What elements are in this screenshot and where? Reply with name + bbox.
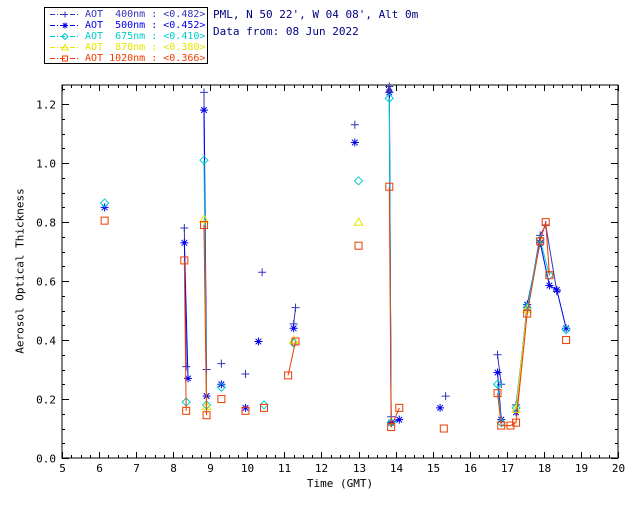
offscale-arrow-icon [385,85,394,93]
svg-text:5: 5 [59,462,66,475]
series-aot-675nm [99,93,571,428]
legend-label-500: AOT 500nm : <0.452> [85,19,206,31]
svg-text:14: 14 [390,462,404,475]
axes [61,84,619,459]
legend-row: AOT 675nm : <0.410> [49,31,207,42]
svg-text:10: 10 [241,462,254,475]
series-aot-870nm [198,214,533,414]
legend-row: AOT 500nm : <0.452> [49,20,207,31]
svg-text:11: 11 [278,462,291,475]
svg-text:13: 13 [353,462,366,475]
svg-text:1.2: 1.2 [36,99,56,112]
legend-box: AOT 400nm : <0.482> AOT 500nm : <0.452> … [44,7,208,64]
legend-line-sample-675 [50,32,80,41]
svg-text:18: 18 [538,462,551,475]
legend-label-1020: AOT 1020nm : <0.366> [85,52,206,64]
series-aot-400nm [180,82,561,421]
y-axis-label: Aerosol Optical Thickness [13,188,27,354]
svg-text:0.2: 0.2 [36,394,56,407]
svg-text:9: 9 [207,462,214,475]
svg-text:7: 7 [133,462,140,475]
svg-text:20: 20 [612,462,625,475]
svg-text:1.0: 1.0 [36,158,56,171]
svg-text:19: 19 [575,462,588,475]
legend-line-sample-870 [50,43,80,51]
svg-text:15: 15 [427,462,440,475]
legend-line-sample-400 [50,11,80,18]
svg-text:6: 6 [96,462,103,475]
legend-row: AOT 1020nm : <0.366> [49,53,207,64]
legend-line-sample-1020 [50,55,80,62]
svg-text:0.8: 0.8 [36,217,56,230]
svg-text:0.0: 0.0 [36,453,56,466]
legend-row: AOT 870nm : <0.380> [49,42,207,53]
svg-text:8: 8 [170,462,177,475]
legend-label-870: AOT 870nm : <0.380> [85,41,206,53]
plot-title-site: PML, N 50 22', W 04 08', Alt 0m [213,8,419,21]
legend-label-675: AOT 675nm : <0.410> [85,30,206,42]
svg-text:0.6: 0.6 [36,276,56,289]
plot-title-date: Data from: 08 Jun 2022 [213,25,359,38]
legend-label-400: AOT 400nm : <0.482> [85,8,206,20]
series-aot-1020nm [100,182,571,433]
svg-text:17: 17 [501,462,514,475]
svg-text:16: 16 [464,462,477,475]
legend-line-sample-500 [50,22,80,29]
x-axis-label: Time (GMT) [306,477,374,490]
legend-row: AOT 400nm : <0.482> [49,9,207,20]
svg-text:0.4: 0.4 [36,335,56,348]
svg-text:12: 12 [315,462,328,475]
